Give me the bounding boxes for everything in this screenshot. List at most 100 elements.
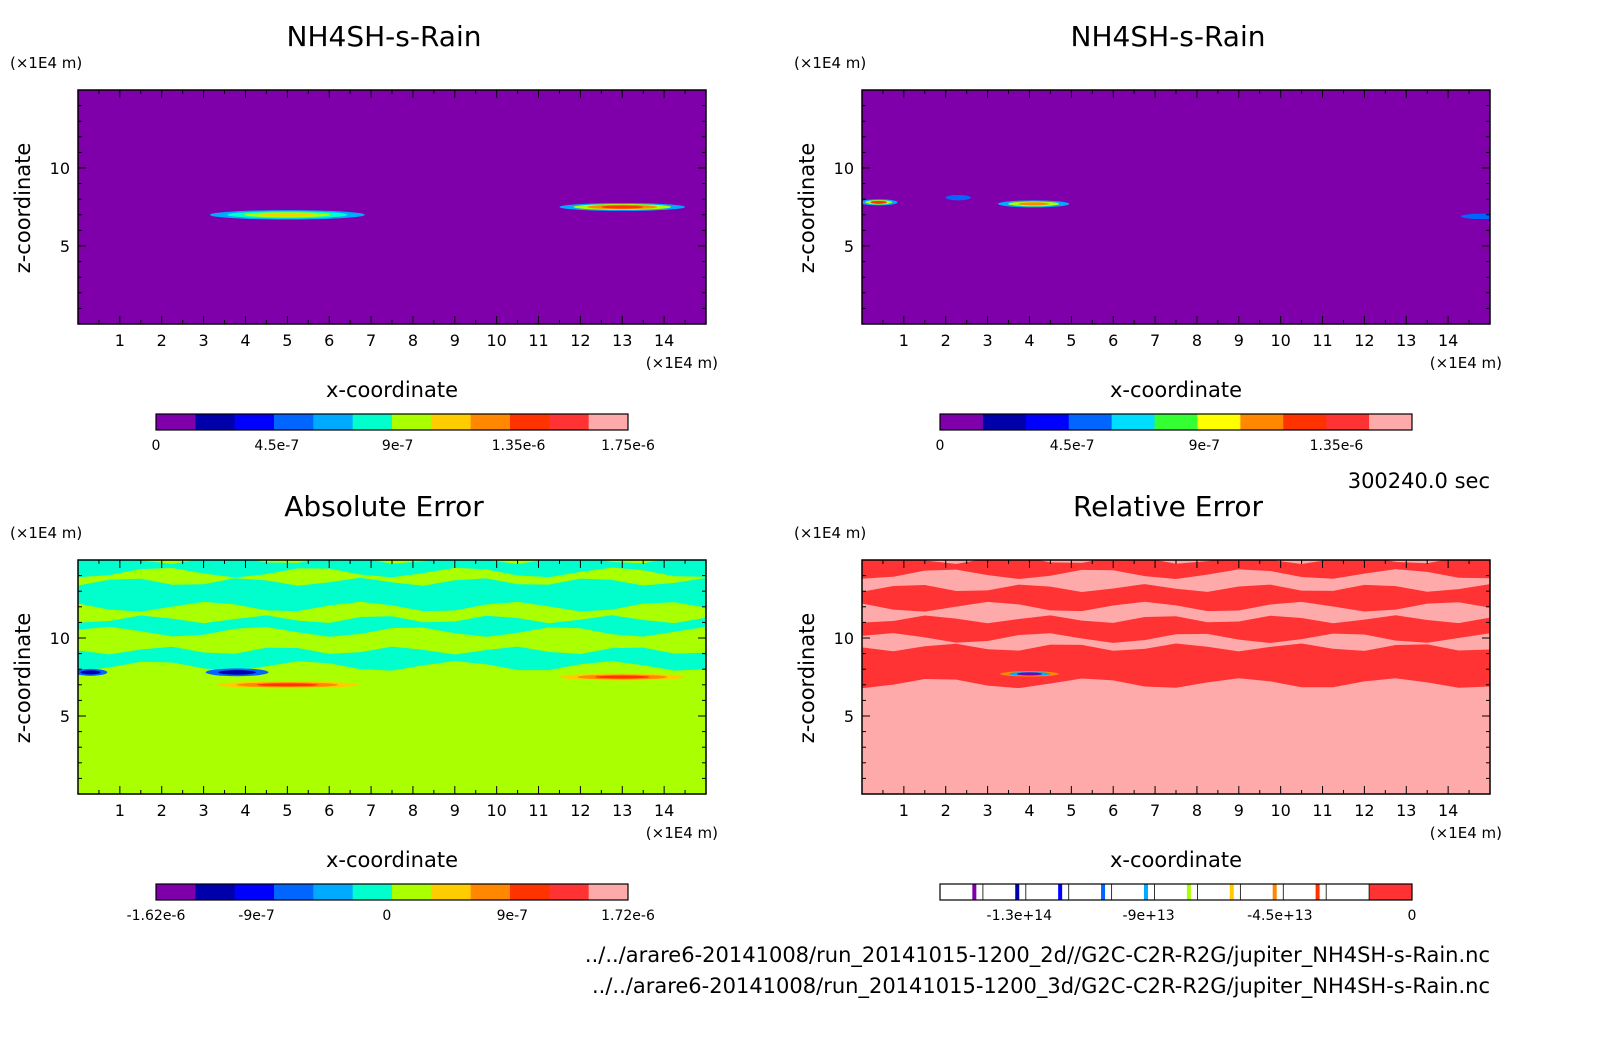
y-tick-label: 5 [844, 237, 854, 256]
x-tick-label: 12 [570, 331, 590, 350]
contour-band [862, 643, 1490, 689]
x-tick-label: 12 [570, 801, 590, 820]
contour-band [78, 615, 706, 637]
x-tick-label: 14 [1438, 801, 1458, 820]
colorbar-segment [549, 884, 590, 900]
x-tick-label: 13 [612, 801, 632, 820]
colorbar-segment [352, 884, 393, 900]
colorbar-segment [588, 884, 629, 900]
plot-background [862, 90, 1490, 324]
colorbar-segment [1025, 414, 1070, 430]
chart-title: Absolute Error [284, 490, 484, 523]
y-tick-label: 10 [50, 159, 70, 178]
chart-title: Relative Error [1073, 490, 1264, 523]
contour-feature [261, 213, 314, 217]
colorbar-segment [1240, 884, 1284, 900]
x-tick-label: 7 [366, 331, 376, 350]
y-axis-label: z-coordinate [795, 613, 819, 744]
x-tick-label: 6 [324, 801, 334, 820]
x-tick-label: 3 [983, 801, 993, 820]
plot-area [78, 90, 706, 324]
colorbar-label: 9e-7 [497, 908, 528, 924]
x-tick-label: 12 [1354, 801, 1374, 820]
x-tick-label: 8 [408, 801, 418, 820]
colorbar-label: 1.72e-6 [601, 908, 655, 924]
colorbar-segment [1240, 414, 1284, 430]
colorbar-segment [392, 414, 432, 430]
x-tick-label: 5 [282, 801, 292, 820]
colorbar-separator [1143, 884, 1148, 900]
x-tick-label: 1 [115, 801, 125, 820]
x-tick-label: 6 [324, 331, 334, 350]
colorbar-segment [1111, 884, 1156, 900]
colorbar-segment [1369, 414, 1413, 430]
x-tick-label: 9 [450, 801, 460, 820]
colorbar: -1.3e+14 -9e+13 -4.5e+13 0 [939, 883, 1416, 924]
colorbar-segment [1025, 884, 1070, 900]
x-tick-label: 4 [1024, 331, 1034, 350]
contour-band [78, 560, 706, 578]
x-tick-label: 1 [899, 331, 909, 350]
colorbar-separator [1101, 884, 1106, 900]
plot-area [862, 560, 1490, 794]
x-tick-label: 11 [528, 801, 548, 820]
y-unit-label: (×1E4 m) [10, 54, 82, 72]
x-tick-label: 8 [1192, 801, 1202, 820]
colorbar-label: -4.5e+13 [1247, 908, 1312, 924]
colorbar-segment [274, 884, 314, 900]
x-unit-label: (×1E4 m) [1430, 824, 1502, 842]
contour-feature [945, 194, 971, 201]
x-tick-label: 10 [486, 801, 506, 820]
x-tick-label: 9 [1234, 801, 1244, 820]
y-axis-label: z-coordinate [795, 143, 819, 274]
contour-band [862, 560, 1490, 579]
colorbar-segment [431, 884, 472, 900]
colorbar-label: 1.35e-6 [492, 438, 546, 454]
x-tick-label: 5 [1066, 331, 1076, 350]
colorbar-segment [156, 884, 196, 900]
colorbar-segment [195, 884, 236, 900]
x-tick-label: 7 [1150, 331, 1160, 350]
colorbar-segment [1197, 414, 1241, 430]
y-unit-label: (×1E4 m) [10, 524, 82, 542]
colorbar-segment [313, 884, 354, 900]
colorbar-separator [1015, 884, 1020, 900]
plot-area [78, 560, 706, 794]
x-tick-label: 2 [941, 801, 951, 820]
x-unit-label: (×1E4 m) [646, 824, 718, 842]
colorbar-segment [274, 414, 314, 430]
contour-feature [218, 670, 256, 675]
colorbar-segment [982, 414, 1027, 430]
x-tick-label: 11 [1312, 331, 1332, 350]
x-tick-label: 12 [1354, 331, 1374, 350]
y-tick-label: 10 [50, 629, 70, 648]
x-tick-label: 4 [240, 331, 250, 350]
colorbar-segment [982, 884, 1027, 900]
x-unit-label: (×1E4 m) [646, 354, 718, 372]
x-tick-label: 10 [1270, 331, 1290, 350]
colorbar-segment [431, 414, 472, 430]
colorbar-segment [1068, 414, 1113, 430]
colorbar-segment [470, 414, 511, 430]
colorbar-label: -1.3e+14 [987, 908, 1053, 924]
x-tick-label: 3 [199, 801, 209, 820]
colorbar-segment [1154, 884, 1198, 900]
x-tick-label: 3 [199, 331, 209, 350]
colorbar-segment [510, 884, 550, 900]
y-axis-label: z-coordinate [11, 143, 35, 274]
chart-panel-1: NH4SH-s-Rain(×1E4 m)1 2 3 4 5 6 7 8 9 10 11 12 13 145… [10, 20, 718, 454]
colorbar-label: 9e-7 [382, 438, 413, 454]
colorbar-label: -1.62e-6 [127, 908, 186, 924]
y-tick-label: 10 [834, 159, 854, 178]
colorbar-segment [313, 414, 354, 430]
y-tick-label: 10 [834, 629, 854, 648]
x-tick-label: 9 [450, 331, 460, 350]
colorbar-segment [1111, 414, 1156, 430]
colorbar-label: 4.5e-7 [254, 438, 299, 454]
y-tick-label: 5 [844, 707, 854, 726]
colorbar-segment [940, 884, 984, 900]
colorbar-segment [1197, 884, 1241, 900]
colorbar-segment [1369, 884, 1413, 900]
colorbar-segment [1154, 414, 1198, 430]
